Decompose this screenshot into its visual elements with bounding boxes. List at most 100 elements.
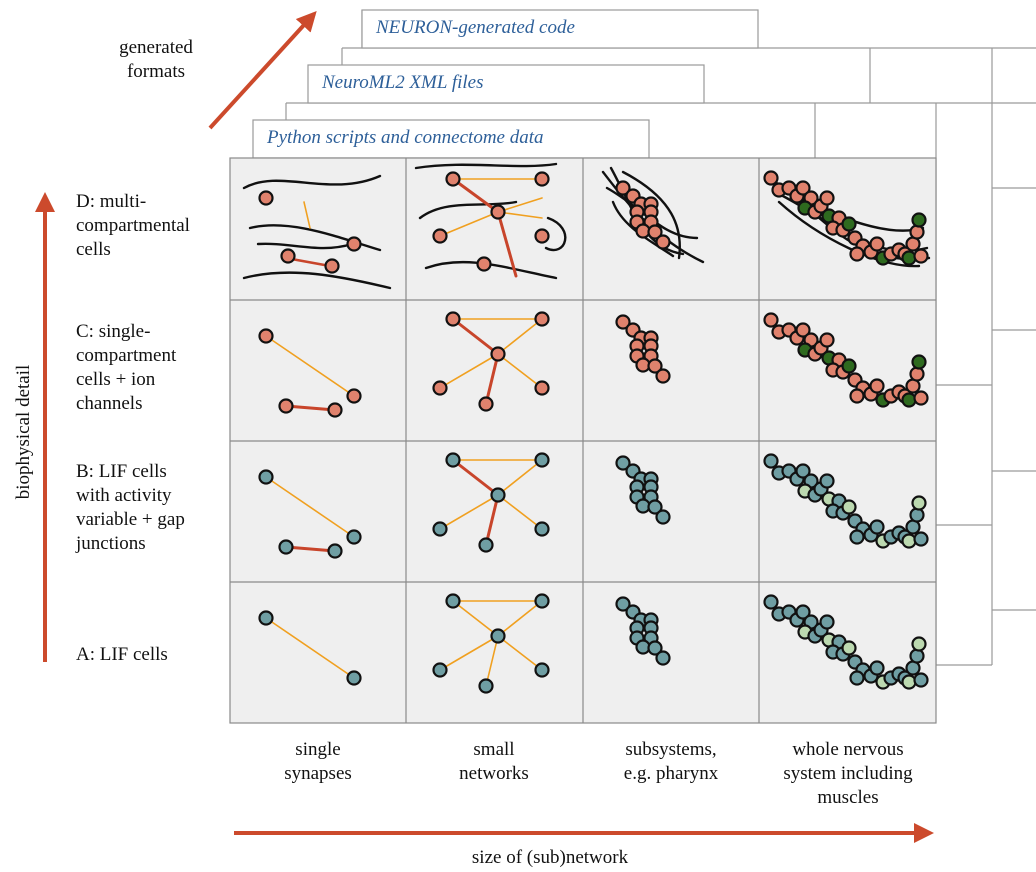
chemical-synapse <box>265 335 355 397</box>
neuron-soma <box>763 594 779 610</box>
chemical-synapse <box>497 635 543 671</box>
neuron-soma <box>490 487 506 503</box>
neuron-soma <box>763 170 779 186</box>
neuron-soma <box>278 398 294 414</box>
neuron-soma <box>795 322 811 338</box>
chemical-synapse <box>485 635 499 687</box>
neuron-soma <box>346 388 362 404</box>
neuron-soma <box>445 593 461 609</box>
neuron-soma <box>534 311 550 327</box>
neuron-soma <box>534 662 550 678</box>
neuron-soma <box>534 380 550 396</box>
gap-junction <box>484 352 500 406</box>
neuron-soma <box>346 670 362 686</box>
x-axis-label: size of (sub)network <box>471 847 629 868</box>
neuron-soma <box>913 531 929 547</box>
chemical-synapse <box>265 476 355 538</box>
chemical-synapse <box>303 201 311 229</box>
col-label-subsystems: subsystems, e.g. pharynx <box>623 739 719 784</box>
neuron-soma <box>909 366 925 382</box>
neuron-soma <box>911 495 927 511</box>
col-label-small-networks: small networks <box>459 739 529 784</box>
neuron-soma <box>795 180 811 196</box>
chemical-synapse <box>497 494 543 530</box>
neuron-soma <box>909 648 925 664</box>
neurite <box>242 174 382 190</box>
neuron-soma <box>841 499 857 515</box>
neuron-soma <box>478 678 494 694</box>
format-neuron-label: NEURON-generated code <box>376 17 575 38</box>
neuron-soma <box>478 537 494 553</box>
neuron-soma <box>647 640 663 656</box>
format-python-label: Python scripts and connectome data <box>267 127 544 148</box>
neuron-soma <box>819 614 835 630</box>
col-label-whole-nervous-system: whole nervous system including muscles <box>783 739 913 808</box>
neuron-soma <box>763 312 779 328</box>
neuron-soma <box>913 390 929 406</box>
neuron-soma <box>909 224 925 240</box>
neuron-soma <box>869 660 885 676</box>
formats-axis-label: generated formats <box>119 37 193 82</box>
neuron-soma <box>647 224 663 240</box>
neuron-illustrations <box>242 162 931 694</box>
neurite <box>248 224 382 252</box>
gap-junction <box>284 545 337 553</box>
neuron-soma <box>327 402 343 418</box>
neuron-soma <box>615 455 631 471</box>
neuron-soma <box>476 256 492 272</box>
chemical-synapse <box>497 318 543 355</box>
neurite <box>242 271 392 290</box>
neuron-soma <box>795 604 811 620</box>
y-axis-label: biophysical detail <box>13 364 34 500</box>
neuron-soma <box>655 234 671 250</box>
neuron-soma <box>913 672 929 688</box>
chemical-synapse <box>439 635 499 671</box>
neuron-soma <box>432 521 448 537</box>
neuron-soma <box>445 171 461 187</box>
neuron-soma <box>819 190 835 206</box>
neuron-soma <box>911 636 927 652</box>
neuron-soma <box>901 250 917 266</box>
chemical-synapse <box>452 600 499 637</box>
neuron-soma <box>901 392 917 408</box>
neuron-soma <box>819 332 835 348</box>
neuron-soma <box>795 463 811 479</box>
neuron-soma <box>901 674 917 690</box>
neuron-soma <box>278 539 294 555</box>
neuron-soma <box>869 519 885 535</box>
row-label-b: B: LIF cells with activity variable + ga… <box>76 461 185 554</box>
chemical-synapse <box>439 353 499 389</box>
neuron-soma <box>534 228 550 244</box>
neuron-soma <box>432 662 448 678</box>
neuron-soma <box>909 507 925 523</box>
neuron-soma <box>478 396 494 412</box>
chemical-synapse <box>265 617 355 679</box>
col-label-single-synapses: single synapses <box>284 739 352 784</box>
format-neuroml2-label: NeuroML2 XML files <box>322 72 484 93</box>
gap-junction <box>484 493 500 547</box>
neuron-soma <box>490 204 506 220</box>
neuron-soma <box>327 543 343 559</box>
neuron-soma <box>869 236 885 252</box>
neuron-soma <box>655 650 671 666</box>
neuron-soma <box>869 378 885 394</box>
neuron-soma <box>849 529 865 545</box>
format-layers <box>252 9 1036 666</box>
neuron-soma <box>534 452 550 468</box>
neuron-soma <box>615 314 631 330</box>
neuron-soma <box>615 180 631 196</box>
neuron-soma <box>432 380 448 396</box>
neuron-soma <box>534 593 550 609</box>
neuron-soma <box>841 358 857 374</box>
chemical-synapse <box>439 494 499 530</box>
neuron-soma <box>324 258 340 274</box>
neuron-soma <box>258 190 274 206</box>
neuron-soma <box>763 453 779 469</box>
chemical-synapse <box>497 197 543 213</box>
neuron-soma <box>901 533 917 549</box>
grid <box>229 157 937 724</box>
gap-junction <box>451 458 500 497</box>
gap-junction <box>451 177 500 214</box>
neuron-soma <box>655 509 671 525</box>
